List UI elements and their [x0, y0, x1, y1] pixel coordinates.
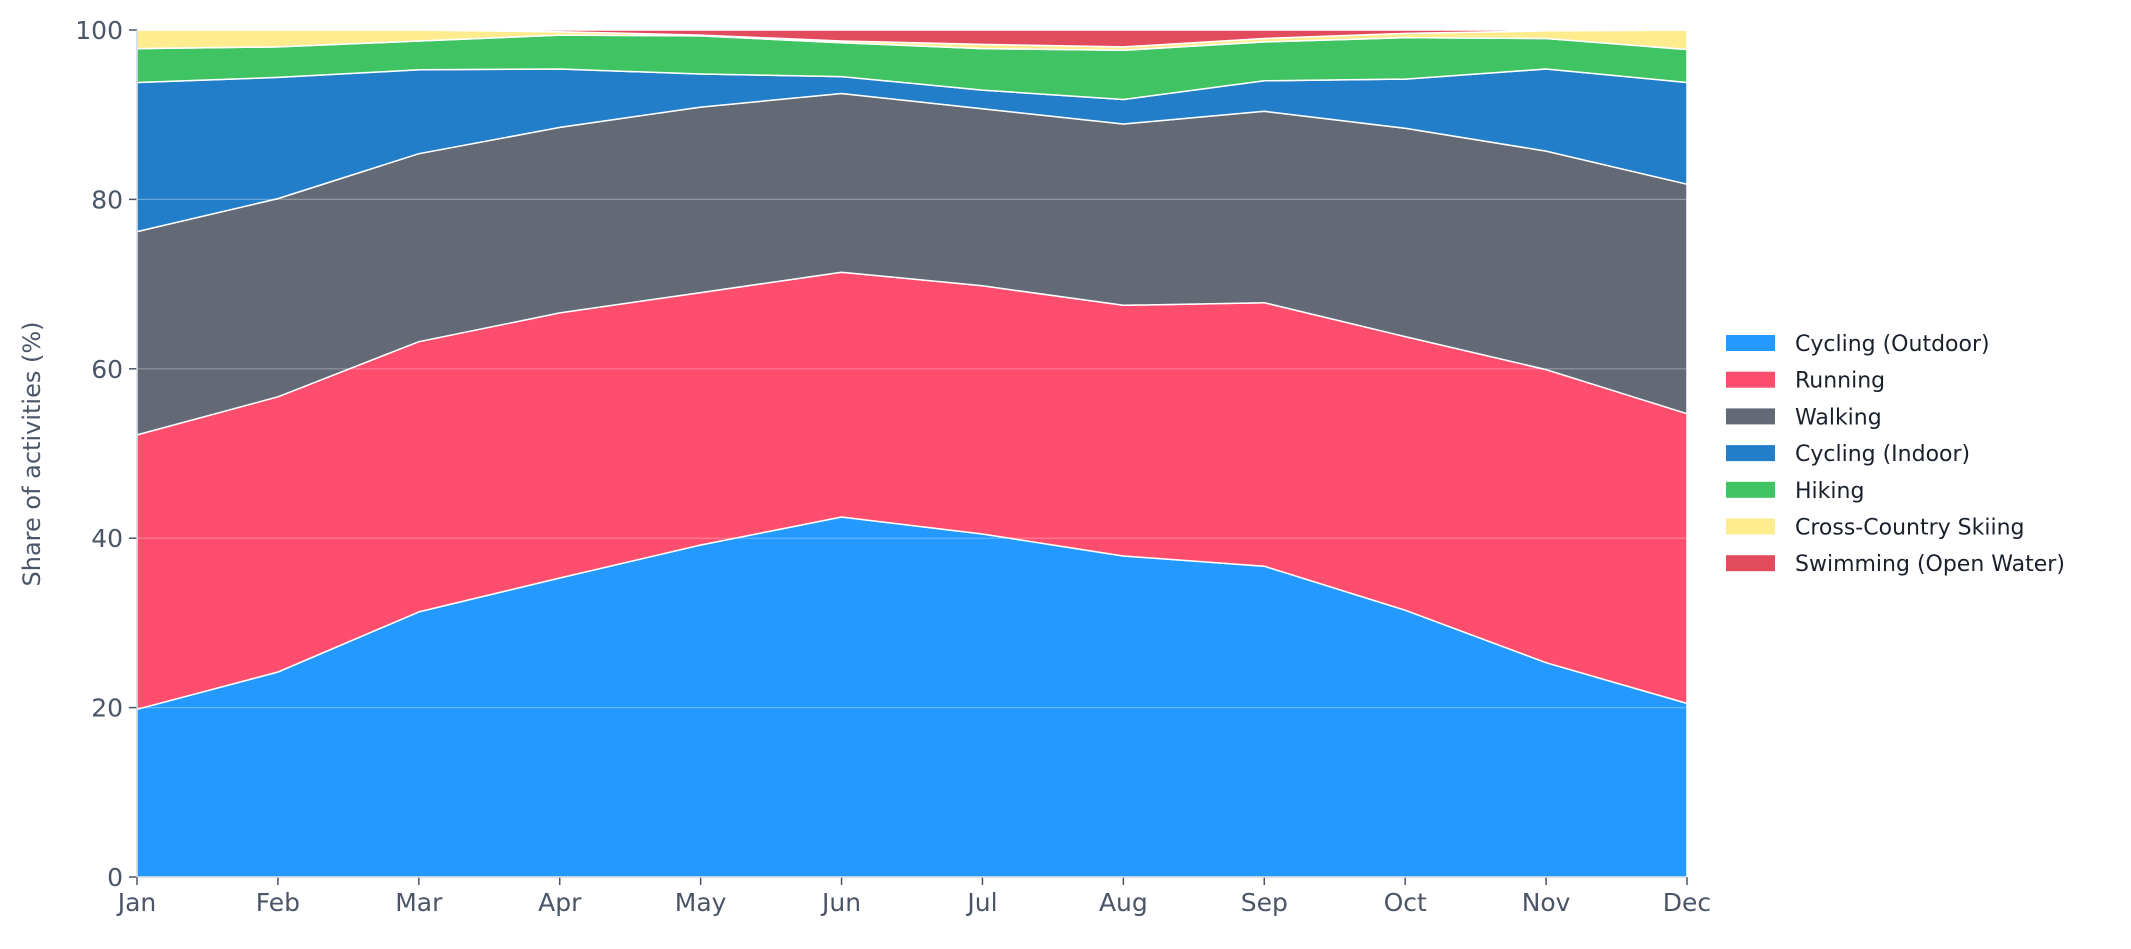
legend-item: Walking: [1726, 405, 1882, 430]
x-tick-label: Dec: [1663, 888, 1711, 917]
legend-label: Hiking: [1795, 479, 1864, 504]
x-tick-label: Aug: [1099, 888, 1148, 917]
legend-label: Cross-Country Skiing: [1795, 516, 2024, 541]
gridlines: [137, 198, 1687, 709]
legend-item: Swimming (Open Water): [1726, 552, 2065, 577]
legend-swatch: [1726, 445, 1775, 462]
legend-label: Cycling (Indoor): [1795, 442, 1970, 467]
plot-areas: [136, 29, 1688, 878]
legend-label: Cycling (Outdoor): [1795, 332, 1990, 357]
x-tick-label: Feb: [256, 888, 300, 917]
legend-swatch: [1726, 335, 1775, 351]
y-tick-label: 100: [75, 16, 123, 45]
legend-label: Swimming (Open Water): [1795, 552, 2065, 577]
legend-item: Cycling (Outdoor): [1726, 332, 1990, 357]
x-tick-label: Jul: [965, 888, 997, 917]
legend-swatch: [1726, 481, 1775, 498]
x-tick-label: Sep: [1241, 888, 1288, 917]
legend-item: Running: [1726, 369, 1885, 394]
legend-swatch: [1726, 408, 1775, 425]
x-tick-label: Nov: [1522, 888, 1571, 917]
x-tick-label: Jan: [116, 888, 157, 917]
legend-item: Cycling (Indoor): [1726, 442, 1970, 467]
legend-label: Walking: [1795, 405, 1882, 430]
x-tick-label: Oct: [1384, 888, 1427, 917]
x-tick-label: Jun: [820, 888, 861, 917]
legend: Cycling (Outdoor) Running Walking Cycling (…: [1726, 332, 2065, 577]
legend-swatch: [1726, 555, 1775, 572]
x-tick-label: Apr: [538, 888, 582, 917]
x-tick-label: May: [675, 888, 727, 917]
y-axis-label: Share of activities (%): [18, 321, 46, 586]
y-tick-label: 0: [107, 863, 123, 892]
area-swimming-open-water: [136, 29, 1688, 48]
legend-swatch: [1726, 371, 1775, 388]
y-tick-label: 20: [91, 694, 123, 723]
legend-item: Cross-Country Skiing: [1726, 516, 2024, 541]
axes: 0 20 40 60 80 100 Jan Feb Mar Apr May Jun Jul Aug Sep O…: [75, 16, 1711, 917]
legend-label: Running: [1795, 369, 1885, 394]
legend-item: Hiking: [1726, 479, 1864, 504]
y-tick-label: 40: [91, 524, 123, 553]
y-tick-label: 80: [91, 185, 123, 214]
y-tick-label: 60: [91, 355, 123, 384]
x-tick-label: Mar: [395, 888, 443, 917]
legend-swatch: [1726, 518, 1775, 535]
